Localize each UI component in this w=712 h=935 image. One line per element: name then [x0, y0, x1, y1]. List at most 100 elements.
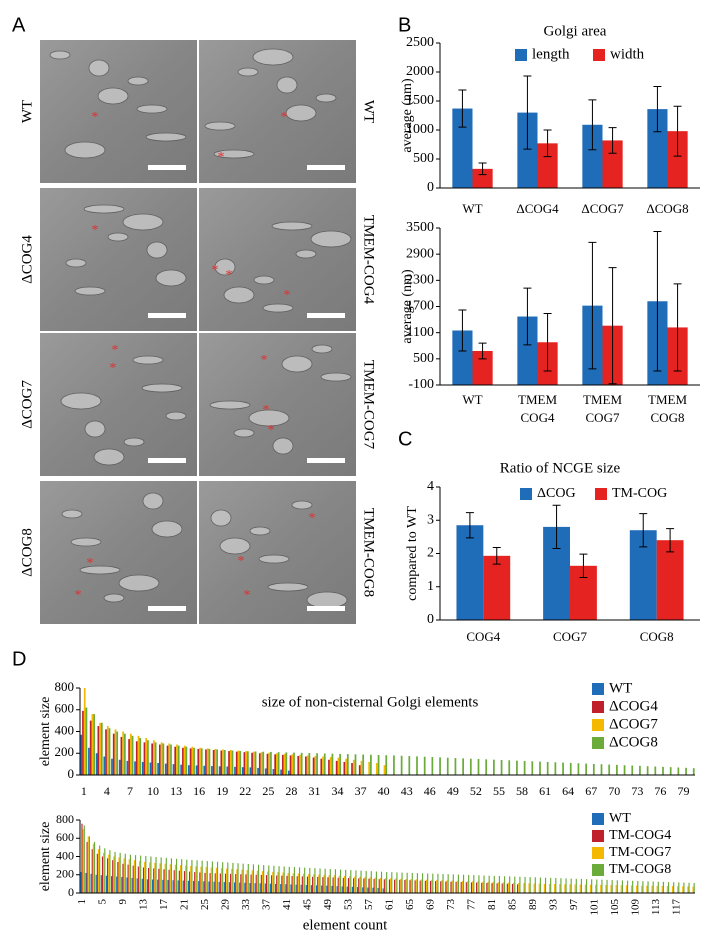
bar [493, 759, 495, 775]
bar [687, 886, 689, 893]
bar [163, 869, 165, 893]
bar [210, 867, 212, 893]
organelle [210, 509, 232, 527]
bar [302, 873, 305, 893]
y-tick-label: 600 [55, 701, 75, 716]
chart-title: size of non-cisternal Golgi elements [262, 694, 479, 710]
bar [339, 869, 342, 893]
y-tick-label: 500 [413, 351, 434, 366]
x-tick-label: 117 [671, 899, 683, 916]
bar [312, 876, 314, 893]
bar [393, 755, 395, 775]
bar [592, 763, 595, 775]
bar [332, 877, 334, 893]
bar [323, 874, 325, 893]
bar [109, 850, 111, 893]
bar [477, 881, 479, 893]
bar [122, 731, 125, 775]
bar [86, 841, 88, 893]
bar [409, 880, 411, 893]
bar [367, 887, 369, 893]
bar [283, 753, 286, 775]
bar [264, 883, 266, 893]
bar [149, 862, 151, 893]
bar [88, 747, 90, 775]
legend-label: ΔCOG4 [609, 698, 658, 714]
organelle [219, 537, 251, 555]
bar [172, 880, 174, 893]
bar [142, 867, 145, 893]
bar [306, 755, 309, 775]
x-tick-label: 58 [516, 784, 528, 798]
bar [205, 749, 207, 775]
bar [329, 757, 332, 775]
organelle [146, 241, 168, 259]
bar [177, 880, 179, 893]
x-tick-label: 113 [650, 899, 662, 916]
bar [661, 885, 663, 893]
bar [111, 876, 113, 893]
y-tick-label: 1 [427, 579, 434, 594]
bar [378, 879, 380, 893]
bar [673, 882, 675, 893]
bar [214, 873, 216, 893]
bar [262, 751, 265, 775]
bar [331, 753, 334, 775]
y-tick-label: 800 [55, 679, 75, 694]
bar [105, 729, 107, 775]
bar [462, 874, 465, 893]
organelle [285, 104, 317, 122]
x-tick-label: 76 [654, 784, 666, 798]
bar [435, 881, 437, 893]
bar [138, 861, 141, 893]
marker: * [263, 403, 270, 418]
x-tick-label: 81 [486, 899, 498, 910]
bar [584, 884, 586, 893]
bar [560, 878, 562, 893]
bar [440, 881, 442, 893]
bar [432, 873, 434, 893]
bar [218, 881, 220, 893]
bar [416, 756, 418, 775]
organelle [84, 420, 106, 438]
error-bar [543, 129, 552, 158]
bar [133, 860, 135, 893]
x-tick-label: 73 [631, 784, 643, 798]
bar [166, 745, 169, 775]
bar [99, 845, 101, 893]
bar [554, 884, 556, 893]
bar [678, 882, 680, 893]
x-tick-label: 33 [240, 899, 252, 911]
bar [195, 765, 198, 775]
bar [201, 860, 203, 893]
error-bar [608, 127, 617, 154]
bar [168, 743, 171, 775]
x-tick-label: 37 [261, 899, 273, 911]
bar [309, 867, 311, 893]
x-tick-label: ΔCOG7 [581, 201, 624, 216]
bar [239, 751, 242, 775]
organelle [165, 411, 187, 421]
organelle [142, 492, 164, 510]
bar [595, 884, 597, 893]
bar [189, 748, 192, 775]
bar [351, 763, 353, 775]
x-tick-label: 25 [262, 784, 274, 798]
bar [322, 756, 324, 775]
bar [234, 882, 236, 893]
x-tick-label: 28 [285, 784, 297, 798]
bar [517, 316, 538, 385]
legend-swatch [592, 830, 604, 842]
x-tick-label: 79 [677, 784, 689, 798]
bar [274, 754, 277, 775]
bar [235, 751, 238, 775]
organelle [233, 428, 255, 438]
bar [342, 877, 344, 893]
bar [524, 876, 526, 893]
bar [677, 886, 679, 893]
legend-swatch [595, 488, 607, 500]
bar [473, 875, 475, 893]
x-tick-label: 97 [568, 899, 580, 911]
bar [337, 757, 340, 775]
